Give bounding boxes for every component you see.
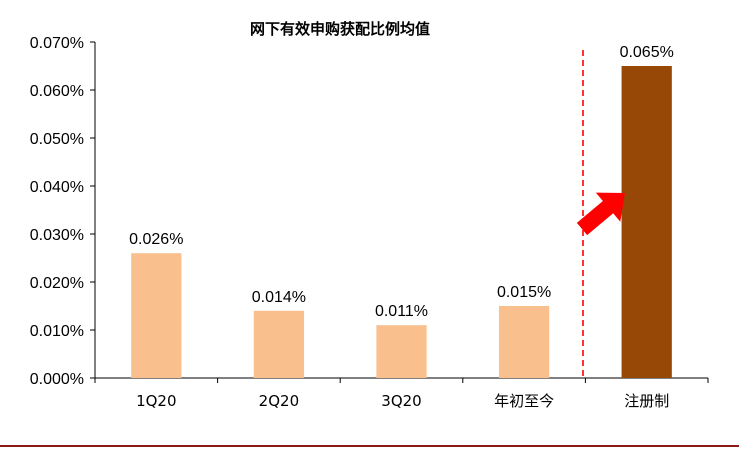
bar: [376, 325, 427, 378]
y-tick-label: 0.050%: [30, 131, 84, 148]
data-labels: 0.026% 0.014% 0.011% 0.015% 0.065%: [129, 44, 674, 320]
red-arrow-icon: [576, 192, 625, 236]
y-tick-label: 0.030%: [30, 227, 84, 244]
bar: [621, 66, 672, 378]
y-tick-label: 0.000%: [30, 371, 84, 388]
y-tick-label: 0.040%: [30, 179, 84, 196]
data-label: 0.065%: [620, 44, 674, 61]
y-tick-label: 0.010%: [30, 323, 84, 340]
y-tick-label: 0.020%: [30, 275, 84, 292]
category-label: 年初至今: [494, 392, 554, 410]
category-label: 3Q20: [381, 392, 421, 410]
category-label: 2Q20: [259, 392, 299, 410]
bars: [131, 66, 672, 378]
data-label: 0.026%: [129, 231, 183, 248]
y-tick-label: 0.070%: [30, 35, 84, 52]
x-axis: [94, 377, 709, 383]
bar: [131, 253, 182, 378]
category-labels: 1Q20 2Q20 3Q20 年初至今 注册制: [136, 392, 669, 410]
y-tick-label: 0.060%: [30, 83, 84, 100]
data-label: 0.015%: [497, 284, 551, 301]
category-label: 注册制: [624, 392, 669, 410]
y-axis: 0.000% 0.010% 0.020% 0.030% 0.040% 0.050% 0.06…: [30, 35, 96, 388]
bar: [253, 310, 305, 378]
data-label: 0.014%: [252, 289, 306, 306]
data-label: 0.011%: [375, 303, 428, 320]
bar: [498, 306, 550, 378]
category-label: 1Q20: [136, 392, 176, 410]
chart-title: 网下有效申购获配比例均值: [250, 20, 430, 38]
